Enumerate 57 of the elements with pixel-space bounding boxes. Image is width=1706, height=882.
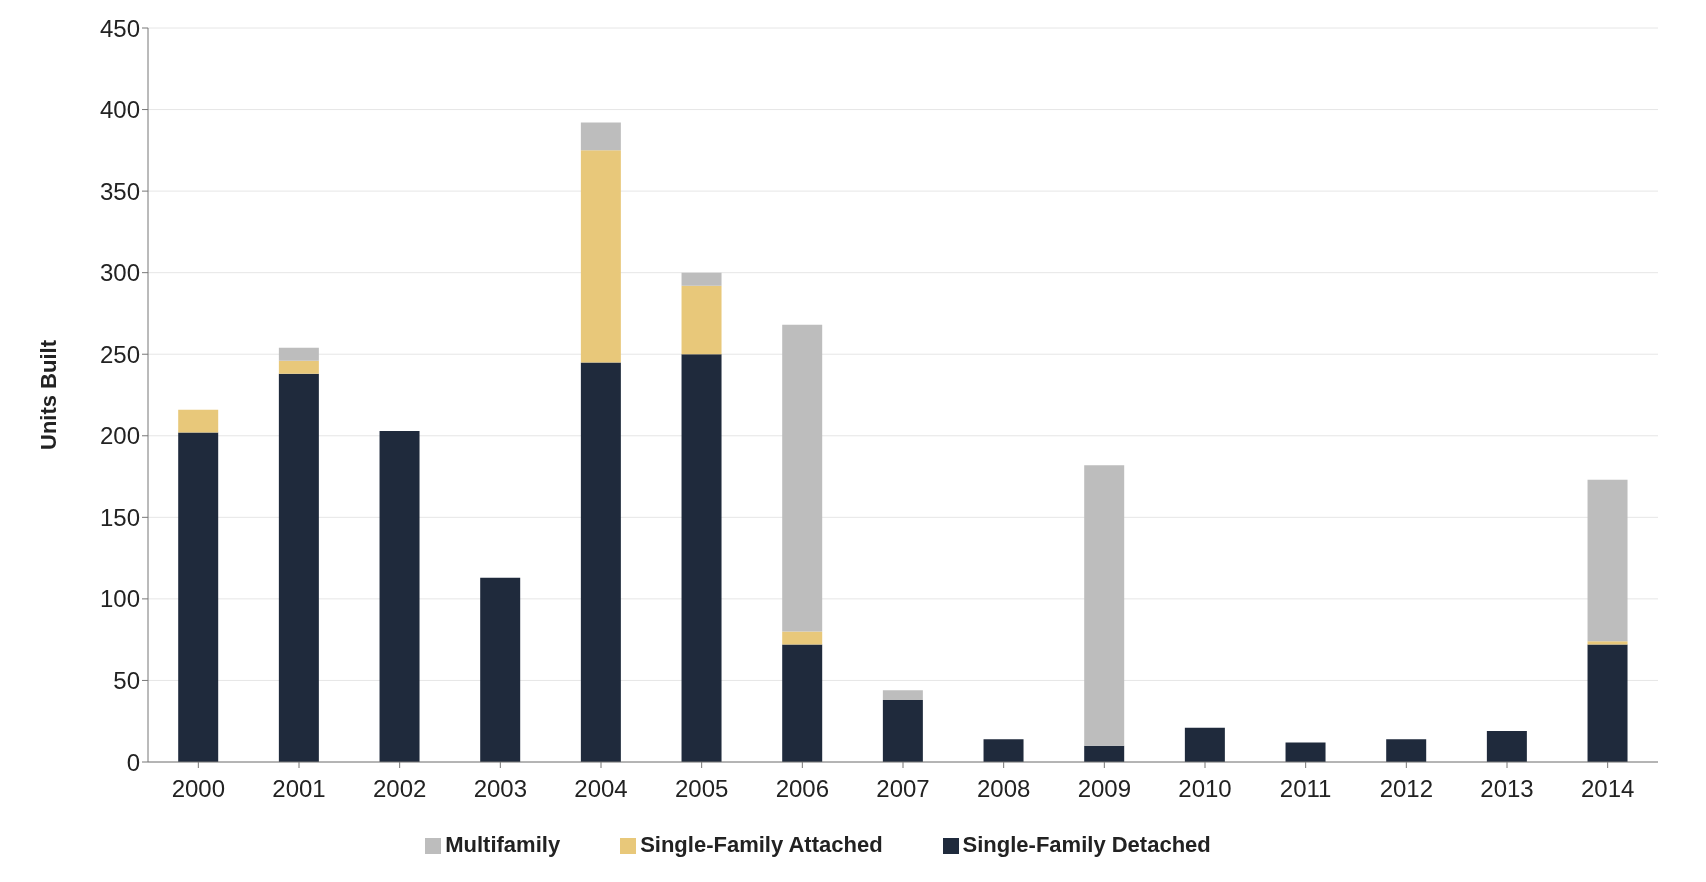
x-tick-label: 2014 <box>1580 775 1635 803</box>
x-tick-label: 2004 <box>574 775 628 803</box>
legend-label: Multifamily <box>445 832 561 857</box>
y-tick-label: 300 <box>99 259 140 287</box>
bar <box>580 122 621 151</box>
bar <box>782 324 823 632</box>
bar <box>278 373 319 762</box>
y-tick-label: 100 <box>99 585 140 613</box>
legend-label: Single-Family Detached <box>962 832 1211 857</box>
y-tick-label: 400 <box>99 96 140 124</box>
legend-label: Single-Family Attached <box>640 832 883 857</box>
x-tick-label: 2002 <box>372 775 427 803</box>
bar <box>882 700 923 762</box>
bar <box>681 272 722 286</box>
x-tick-label: 2003 <box>473 775 528 803</box>
bar <box>480 577 521 762</box>
x-tick-label: 2013 <box>1480 775 1534 803</box>
y-tick-label: 350 <box>99 177 140 205</box>
x-tick-label: 2010 <box>1178 775 1232 803</box>
y-tick-label: 0 <box>126 748 140 776</box>
bar <box>1285 742 1326 762</box>
bar <box>178 409 219 433</box>
y-tick-label: 50 <box>113 666 140 694</box>
bar <box>1386 739 1427 762</box>
bar <box>681 354 722 762</box>
x-tick-label: 2005 <box>674 775 729 803</box>
x-tick-label: 2011 <box>1279 775 1332 803</box>
bar <box>379 430 420 762</box>
bar <box>178 432 219 762</box>
bar <box>1084 465 1125 746</box>
bar <box>1587 644 1628 762</box>
bar <box>278 347 319 361</box>
x-tick-label: 2012 <box>1379 775 1434 803</box>
bar <box>983 739 1024 762</box>
x-tick-label: 2009 <box>1077 775 1132 803</box>
y-axis-title: Units Built <box>35 339 61 450</box>
bar <box>1184 727 1225 762</box>
bar <box>1486 731 1527 762</box>
y-tick-label: 250 <box>99 340 140 368</box>
bar <box>580 150 621 363</box>
y-tick-label: 200 <box>99 422 140 450</box>
x-tick-label: 2008 <box>976 775 1031 803</box>
bar <box>782 644 823 762</box>
bar <box>1587 479 1628 642</box>
x-tick-label: 2001 <box>272 775 326 803</box>
bar <box>1084 745 1125 762</box>
bar <box>1587 641 1628 645</box>
bar <box>278 360 319 374</box>
x-tick-label: 2007 <box>876 775 930 803</box>
bar <box>681 285 722 355</box>
x-tick-label: 2000 <box>171 775 226 803</box>
bar <box>882 690 923 701</box>
y-tick-label: 450 <box>99 14 140 42</box>
bar <box>782 631 823 645</box>
bar <box>580 362 621 762</box>
y-tick-label: 150 <box>99 503 140 531</box>
x-tick-label: 2006 <box>775 775 830 803</box>
